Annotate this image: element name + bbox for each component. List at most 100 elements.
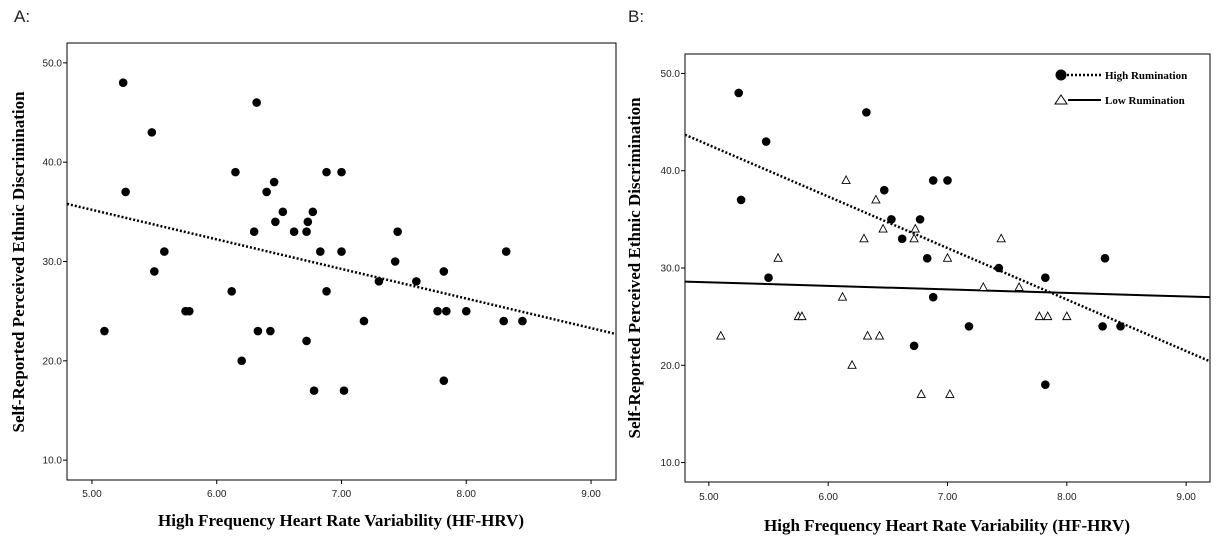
data-point: [928, 292, 938, 302]
panel-a: A: 5.00 6.00 7.00 8.00 9.0010.020.030.040.05…: [9, 7, 617, 530]
data-point: [237, 356, 246, 366]
panel-b-x-axis-title: High Frequency Heart Rate Variability (H…: [764, 516, 1130, 535]
y-tick-label: 10.0: [661, 458, 681, 469]
panel-a-plot-frame: [66, 42, 617, 481]
data-point: [887, 215, 896, 224]
y-tick-label: 40.0: [43, 158, 63, 169]
panel-a-ticks: 5.00 6.00 7.00 8.00 9.00 10.0 20.0 30.0 40.0 50.0: [43, 58, 602, 500]
x-tick-label: 5.00: [699, 492, 719, 503]
panel-b-label: B:: [628, 7, 644, 26]
data-point: [518, 316, 527, 326]
data-point: [249, 227, 259, 237]
x-tick-label: 6.00: [818, 492, 838, 503]
x-tick-label: 9.00: [1176, 492, 1196, 503]
data-point-triangle: [916, 388, 926, 398]
data-point: [442, 306, 451, 316]
x-tick-label: 7.00: [938, 492, 958, 503]
data-point: [302, 227, 311, 237]
data-point-triangle: [841, 174, 851, 184]
data-point-triangle: [773, 252, 783, 262]
data-point: [501, 247, 511, 256]
data-point: [160, 247, 169, 256]
data-point: [1116, 322, 1125, 331]
y-tick-label: 30.0: [661, 264, 681, 275]
y-tick-label: 50.0: [661, 69, 681, 80]
panel-a-marks: [66, 78, 617, 395]
data-point: [322, 286, 331, 296]
y-tick-label: 20.0: [43, 356, 63, 367]
data-point: [764, 273, 773, 283]
y-tick-label: 40.0: [661, 166, 681, 177]
data-point: [184, 306, 194, 316]
data-point: [322, 167, 331, 177]
data-point: [915, 215, 925, 224]
data-point: [253, 326, 263, 336]
x-tick-label: 8.00: [457, 489, 477, 500]
data-point-triangle: [942, 252, 953, 262]
panel-a-label: A:: [14, 7, 30, 26]
data-point: [303, 217, 313, 227]
data-point: [266, 326, 275, 336]
legend-high-rumination-label: High Rumination: [1105, 70, 1187, 82]
data-point: [147, 128, 157, 137]
data-point: [271, 217, 280, 227]
panel-a-y-axis-title: Self-Reported Perceived Ethnic Discrimin…: [9, 91, 28, 433]
data-point: [302, 336, 311, 346]
data-point: [994, 263, 1004, 273]
y-tick-label: 10.0: [43, 456, 63, 467]
data-point-triangle: [859, 233, 869, 243]
data-point: [231, 167, 240, 177]
data-point: [374, 277, 384, 286]
data-point: [909, 341, 919, 351]
data-point: [100, 326, 109, 336]
y-tick-label: 30.0: [43, 257, 63, 268]
data-point: [315, 247, 325, 256]
data-point: [289, 227, 299, 237]
data-point: [393, 227, 402, 237]
fit-line: [66, 202, 617, 336]
panel-a-x-axis-title: High Frequency Heart Rate Variability (H…: [158, 511, 524, 530]
legend-low-rumination-marker: [1054, 94, 1068, 105]
data-point: [964, 322, 974, 331]
data-point: [897, 234, 907, 244]
fit-line-series-1: [684, 280, 1211, 299]
data-point-triangle: [1014, 281, 1024, 291]
data-point: [309, 386, 319, 395]
data-point: [1041, 380, 1050, 390]
data-point: [252, 98, 261, 107]
data-point: [1100, 253, 1110, 263]
x-tick-label: 7.00: [332, 489, 352, 500]
data-point-triangle: [978, 281, 989, 291]
data-point: [922, 253, 932, 263]
panel-b-ticks: 5.00 6.00 7.00 8.00 9.00 10.0 20.0 30.0 40.0 50.0: [661, 69, 1197, 503]
data-point: [928, 176, 938, 185]
data-point: [461, 306, 471, 316]
data-point: [337, 167, 346, 177]
data-point: [118, 78, 128, 88]
data-point: [121, 187, 130, 197]
data-point-triangle: [871, 194, 881, 204]
data-point: [412, 277, 421, 286]
data-point-triangle: [996, 233, 1006, 243]
data-point: [439, 376, 449, 385]
data-point-triangle: [847, 359, 857, 369]
data-point: [278, 207, 288, 217]
data-point-triangle: [910, 223, 921, 233]
x-tick-label: 6.00: [207, 489, 227, 500]
data-point: [227, 286, 236, 296]
data-point-triangle: [1062, 311, 1072, 321]
panel-b-y-axis-title: Self-Reported Perceived Ethnic Discrimin…: [625, 97, 644, 439]
y-tick-label: 20.0: [661, 361, 681, 372]
data-point: [734, 88, 743, 98]
data-point-triangle: [1034, 311, 1045, 321]
fit-line-series-0: [684, 133, 1211, 363]
data-point: [1098, 322, 1107, 331]
data-point: [337, 247, 346, 256]
data-point: [150, 267, 159, 276]
panel-b: B: 5.00 6.00 7.00 8.00 9.0010.020.030.040.05…: [625, 7, 1211, 535]
data-point: [439, 267, 449, 276]
x-tick-label: 8.00: [1057, 492, 1077, 503]
data-point: [339, 386, 349, 395]
data-point: [269, 177, 279, 187]
